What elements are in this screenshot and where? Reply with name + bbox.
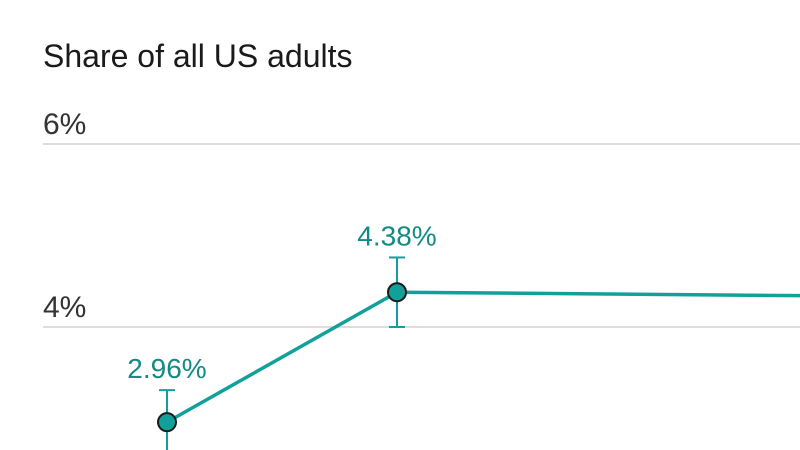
data-label: 2.96% [127, 353, 206, 384]
series-line [166, 290, 800, 424]
y-tick-labels: 4% 6% [43, 108, 86, 324]
data-point-marker [387, 282, 407, 303]
gridlines [43, 143, 800, 328]
data-labels: 2.96% 4.38% [127, 220, 436, 384]
data-label: 4.38% [357, 220, 436, 251]
y-tick-label-4: 4% [43, 291, 86, 324]
y-tick-label-6: 6% [43, 108, 86, 141]
data-point-marker [157, 412, 177, 433]
chart-title: Share of all US adults [43, 38, 353, 74]
series [157, 256, 800, 450]
